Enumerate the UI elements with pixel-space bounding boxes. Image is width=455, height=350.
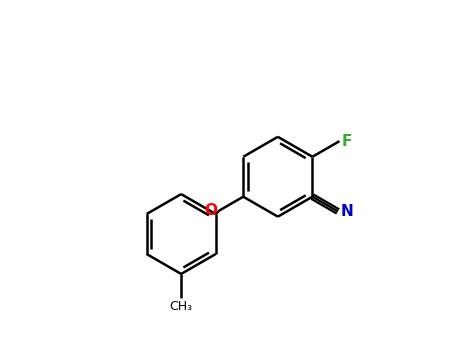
Text: F: F (341, 134, 352, 149)
Text: N: N (341, 204, 354, 219)
Text: O: O (204, 203, 217, 218)
Text: CH₃: CH₃ (170, 300, 193, 313)
